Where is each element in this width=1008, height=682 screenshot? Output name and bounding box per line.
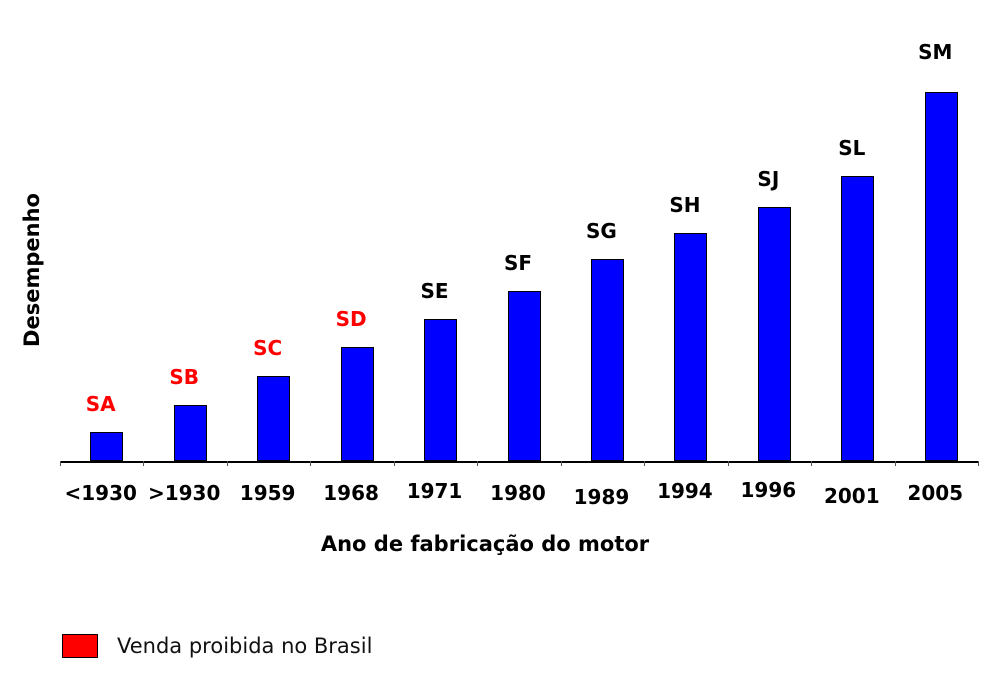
x-axis-tick (644, 461, 646, 466)
x-tick-label: >1930 (147, 481, 221, 505)
bar-label-sj: SJ (757, 167, 780, 191)
x-axis-tick (560, 461, 562, 466)
x-tick-label: 1980 (490, 481, 546, 505)
bar-label-sl: SL (838, 136, 866, 160)
x-axis-tick (727, 461, 729, 466)
x-axis-tick (393, 461, 395, 466)
bar-label-sf: SF (503, 251, 533, 275)
bar-sl (841, 176, 875, 461)
x-tick-label: 1989 (573, 485, 630, 509)
bar-label-se: SE (420, 279, 449, 303)
bar-sm (924, 92, 958, 461)
bar-label-sm: SM (918, 40, 953, 64)
bar-sj (757, 207, 791, 461)
x-axis-label: Ano de fabricação do motor (320, 532, 650, 556)
legend-swatch-red (62, 634, 98, 658)
bar-label-sh: SH (669, 193, 701, 217)
x-axis-tick (143, 461, 145, 466)
bar-sg (590, 259, 624, 461)
x-tick-label: 1996 (740, 478, 797, 502)
bar-sa (90, 432, 124, 461)
x-axis-line (60, 461, 978, 463)
x-tick-label: 1971 (406, 479, 463, 503)
x-axis-tick (60, 461, 61, 466)
bar-se (424, 319, 458, 461)
x-axis-tick (310, 461, 312, 466)
bar-sc (257, 376, 291, 461)
x-axis-tick (978, 461, 979, 466)
bar-label-sg: SG (586, 219, 617, 243)
x-tick-label: 2005 (907, 481, 964, 505)
bar-label-sd: SD (335, 307, 367, 331)
x-tick-label: 1968 (323, 481, 379, 505)
bar-label-sa: SA (85, 392, 116, 416)
x-axis-tick (477, 461, 479, 466)
x-tick-label: <1930 (64, 481, 137, 505)
bar-sh (674, 233, 708, 461)
bar-sb (173, 405, 207, 461)
bar-label-sb: SB (169, 365, 199, 389)
bar-label-sc: SC (253, 336, 283, 360)
legend: Venda proibida no Brasil (62, 634, 372, 658)
x-axis-tick (894, 461, 896, 466)
x-tick-label: 2001 (823, 484, 880, 508)
x-axis-tick (226, 461, 228, 466)
x-tick-label: 1959 (239, 481, 296, 505)
bar-sd (340, 347, 374, 461)
bar-sf (507, 291, 541, 461)
y-axis-label: Desempenho (20, 193, 44, 347)
x-axis-tick (811, 461, 813, 466)
legend-label: Venda proibida no Brasil (117, 634, 373, 658)
x-tick-label: 1994 (657, 479, 713, 503)
